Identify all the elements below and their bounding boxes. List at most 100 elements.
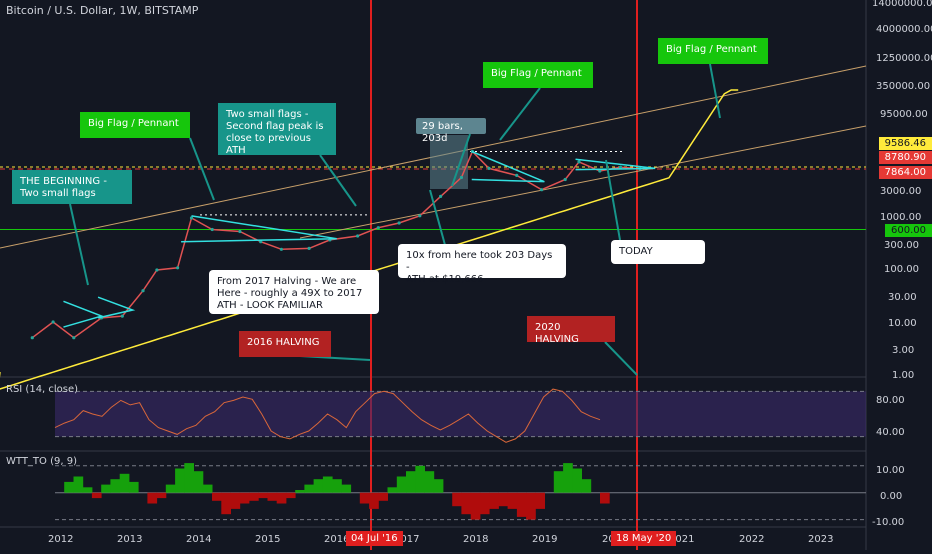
wtt-bar <box>101 484 111 493</box>
wtt-bar <box>239 492 250 504</box>
wtt-bar <box>470 492 481 520</box>
wtt-bar <box>581 479 592 493</box>
callout-pointer <box>319 154 357 207</box>
wtt-bar <box>526 492 536 520</box>
wtt-bar <box>73 476 84 493</box>
chart-title: Bitcoin / U.S. Dollar, 1W, BITSTAMP <box>6 4 199 17</box>
price-point <box>563 177 567 182</box>
rsi-pane-label: RSI (14, close) <box>6 384 79 395</box>
wtt-bar <box>479 492 490 515</box>
price-series-line <box>31 150 640 339</box>
annotation-flag1: Big Flag / Pennant <box>80 112 190 138</box>
wtt-bar <box>276 492 287 504</box>
rsi-y-tick: 80.00 <box>876 395 905 406</box>
wtt-bar <box>119 473 130 493</box>
x-tick: 2018 <box>463 534 489 545</box>
price-point <box>487 166 491 170</box>
pennant-outline <box>471 150 545 183</box>
callout-pointer <box>189 137 215 201</box>
wtt-bar <box>452 492 462 507</box>
wtt-bar <box>230 492 241 509</box>
pennant-outline <box>181 215 337 243</box>
wtt-bar <box>304 484 315 493</box>
pennant-outline <box>63 300 104 328</box>
x-tick: 2013 <box>117 534 143 545</box>
wtt-bar <box>332 479 342 493</box>
date-marker-2020: 18 May '20 <box>611 531 677 546</box>
x-tick: 2014 <box>186 534 212 545</box>
y-tick: 1250000.00 <box>876 53 932 64</box>
y-tick: 95000.00 <box>880 109 928 120</box>
wtt-bar <box>91 492 102 499</box>
wtt-bar <box>221 492 231 515</box>
annotation-halving-2016: 2016 HALVING <box>239 331 331 357</box>
wtt-pane-label: WTT_TO (9, 9) <box>6 456 77 467</box>
wtt-bar <box>387 487 398 493</box>
wtt-bar <box>258 492 268 499</box>
y-tick: 1.00 <box>892 370 915 381</box>
wtt-bar <box>516 492 527 517</box>
wtt-bar <box>285 492 296 499</box>
wtt-bar <box>82 487 93 493</box>
wtt-y-tick: -10.00 <box>872 517 905 528</box>
price-point <box>356 234 360 238</box>
callout-pointer <box>69 203 89 286</box>
x-tick: 2016 <box>324 534 350 545</box>
price-point <box>515 173 519 177</box>
price-point <box>279 247 283 251</box>
wtt-bar <box>461 492 472 515</box>
x-tick: 2015 <box>255 534 281 545</box>
wtt-bar <box>110 479 121 493</box>
wtt-bar <box>433 479 444 493</box>
wtt-y-tick: 10.00 <box>876 465 905 476</box>
price-point <box>376 226 380 230</box>
x-tick: 20 <box>602 534 615 545</box>
annotation-halving-2020: 2020 HALVING <box>527 316 615 345</box>
wtt-bar <box>313 479 324 493</box>
price-point <box>238 229 242 234</box>
y-tick: 4000000.00 <box>876 24 932 35</box>
price-point <box>210 227 214 232</box>
wtt-bar <box>535 492 545 509</box>
price-point <box>540 188 544 192</box>
price-tag-low: 7864.00 <box>878 166 932 179</box>
wtt-bar <box>507 492 518 509</box>
price-point <box>120 314 124 318</box>
wtt-bar <box>378 492 388 501</box>
price-point <box>618 165 623 169</box>
wtt-bar <box>600 492 610 504</box>
wtt-bar <box>202 484 213 493</box>
bars-range-box <box>430 135 468 189</box>
price-tag-support: 600.00 <box>885 224 932 237</box>
wtt-y-tick: 0.00 <box>880 491 903 502</box>
wtt-bar <box>147 492 158 504</box>
price-point <box>577 160 581 164</box>
y-tick: 30.00 <box>888 292 917 303</box>
pennant-outline <box>97 296 136 319</box>
callout-pointer <box>451 133 471 187</box>
y-tick: 10.00 <box>888 318 917 329</box>
callout-pointer <box>709 63 721 119</box>
price-point <box>189 216 194 220</box>
wtt-bar <box>369 492 379 509</box>
pennant-outline <box>575 158 656 171</box>
annotation-flag2: Big Flag / Pennant <box>483 62 593 88</box>
wtt-bar <box>295 490 305 493</box>
y-tick: 100.00 <box>884 264 919 275</box>
y-tick: 3000.00 <box>880 186 922 197</box>
callout-pointer <box>499 87 541 141</box>
wtt-bar <box>156 492 167 499</box>
annotation-flag3: Big Flag / Pennant <box>658 38 768 64</box>
wtt-bar <box>64 481 74 493</box>
rsi-y-tick: 40.00 <box>876 427 905 438</box>
price-point <box>141 289 145 293</box>
annotation-beginning: THE BEGINNING - Two small flags <box>12 170 132 204</box>
y-tick: 14000000.00 <box>872 0 932 9</box>
wtt-bar <box>572 468 582 493</box>
x-tick: 2023 <box>808 534 834 545</box>
wtt-bar <box>165 484 176 493</box>
y-tick: 300.00 <box>884 240 919 251</box>
wtt-bar <box>175 468 185 493</box>
annotation-halving-2017: From 2017 Halving - We are Here - roughl… <box>209 270 379 314</box>
